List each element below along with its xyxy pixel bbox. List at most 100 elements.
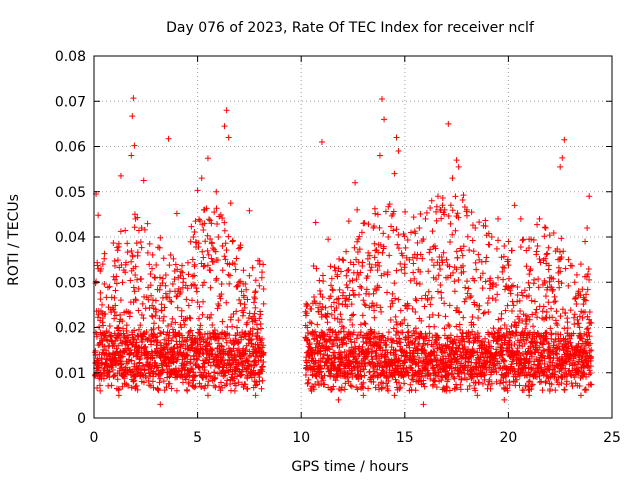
data-point <box>130 336 137 343</box>
data-point <box>371 240 378 247</box>
data-point <box>166 288 173 295</box>
data-point <box>376 263 383 270</box>
data-point <box>576 382 583 389</box>
data-point <box>406 256 413 263</box>
data-point <box>392 347 399 354</box>
data-point <box>563 378 570 385</box>
x-tick-label: 15 <box>396 430 414 446</box>
data-point <box>520 368 527 375</box>
data-point <box>567 339 574 346</box>
data-point <box>481 371 488 378</box>
data-point <box>217 295 224 302</box>
data-point <box>312 219 319 226</box>
data-point <box>260 349 267 356</box>
data-point <box>493 281 500 288</box>
data-point <box>459 252 466 259</box>
data-point <box>228 314 235 321</box>
data-point <box>411 275 418 282</box>
data-point <box>251 294 258 301</box>
data-point <box>339 256 346 263</box>
data-point <box>189 377 196 384</box>
data-point <box>178 324 185 331</box>
data-point <box>514 283 521 290</box>
y-tick-label: 0.02 <box>55 321 86 337</box>
data-point <box>205 251 212 258</box>
data-point <box>348 383 355 390</box>
data-point <box>128 247 135 254</box>
data-point <box>482 217 489 224</box>
data-point <box>482 258 489 265</box>
data-point <box>558 235 565 242</box>
data-point <box>308 346 315 353</box>
data-point <box>201 367 208 374</box>
data-point <box>486 363 493 370</box>
data-point <box>527 343 534 350</box>
data-point <box>457 386 464 393</box>
data-point <box>105 304 112 311</box>
data-point <box>348 301 355 308</box>
data-point <box>245 315 252 322</box>
data-point <box>244 319 251 326</box>
data-point <box>413 255 420 262</box>
data-point <box>387 317 394 324</box>
data-point <box>215 234 222 240</box>
data-point <box>401 380 408 387</box>
data-point <box>364 346 371 353</box>
data-point <box>469 328 476 335</box>
data-point <box>112 302 119 309</box>
data-point <box>581 344 588 351</box>
data-point <box>454 254 461 261</box>
data-point <box>558 280 565 287</box>
data-point <box>148 365 155 372</box>
data-point <box>521 287 528 294</box>
data-point <box>240 294 247 301</box>
data-point <box>214 330 221 337</box>
data-point <box>321 372 328 379</box>
data-point <box>103 336 110 343</box>
data-point <box>128 384 135 391</box>
data-point <box>522 365 529 372</box>
data-point <box>447 332 454 339</box>
data-point <box>458 376 465 383</box>
data-point <box>159 279 166 286</box>
data-point <box>246 331 253 338</box>
data-point <box>571 311 578 318</box>
data-point <box>583 349 590 356</box>
data-point <box>445 371 452 378</box>
data-point <box>341 386 348 393</box>
data-point <box>401 316 408 323</box>
data-point <box>424 367 431 374</box>
data-point <box>497 380 503 387</box>
data-point <box>416 354 423 361</box>
data-point <box>460 314 467 321</box>
data-point <box>312 328 319 335</box>
data-point <box>557 331 564 338</box>
data-point <box>420 236 427 243</box>
data-point <box>376 224 383 231</box>
data-point <box>583 326 590 333</box>
data-point <box>370 378 377 385</box>
data-point <box>102 332 109 339</box>
data-point <box>525 378 532 385</box>
data-point <box>252 382 259 389</box>
data-point <box>378 385 385 392</box>
data-point <box>448 365 455 372</box>
data-point <box>190 377 197 384</box>
data-point <box>565 256 572 263</box>
data-point <box>134 276 141 283</box>
data-point <box>148 292 155 299</box>
data-point <box>510 282 517 289</box>
data-point <box>94 262 101 269</box>
data-point <box>139 300 146 307</box>
data-point <box>166 294 173 301</box>
data-point <box>325 236 332 243</box>
data-point <box>193 285 200 292</box>
data-point <box>426 323 433 330</box>
data-point <box>192 218 199 225</box>
data-point <box>484 300 491 307</box>
data-point <box>258 274 265 281</box>
data-point <box>122 227 129 234</box>
data-point <box>254 326 261 333</box>
data-point <box>115 392 122 399</box>
data-point <box>125 356 132 363</box>
